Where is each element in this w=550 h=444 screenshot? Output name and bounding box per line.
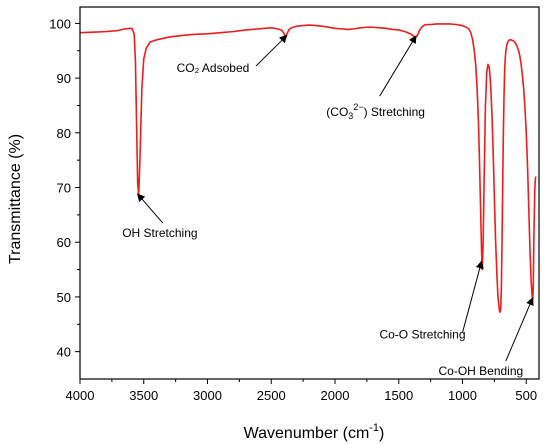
spectrum-line: [79, 23, 537, 314]
y-tick-label: 60: [57, 235, 71, 250]
annotation-label: CO₂ Adsobed: [177, 61, 250, 75]
plot-area: [79, 23, 537, 314]
annotation-label-part: (CO: [326, 105, 348, 119]
axes: 4000 3500 3000 2500 2000 1500 1000 500 40 50 60 70 8…: [49, 6, 540, 403]
x-tick-label: 3500: [129, 388, 158, 403]
annotation-label: Co-O Stretching: [379, 328, 465, 342]
y-axis-title: Transmittance (%): [7, 134, 24, 264]
annotations: OH Stretching CO₂ Adsobed Co-O Stretching C…: [122, 34, 534, 378]
annotation-label-carbonate: (CO32−) Stretching: [326, 102, 425, 121]
x-tick-label: 1500: [384, 388, 413, 403]
y-tick-label: 70: [57, 181, 71, 196]
x-tick-label: 500: [515, 388, 537, 403]
x-tick-label: 1000: [448, 388, 477, 403]
annotation-arrow: [255, 34, 288, 67]
x-axis-title-sup: -1: [369, 422, 379, 434]
y-tick-label: 40: [57, 345, 71, 360]
annotation-arrow: [462, 260, 484, 333]
annotation-arrow: [379, 35, 417, 97]
annotation-arrow: [136, 193, 164, 224]
y-tick-label: 80: [57, 126, 71, 141]
x-axis-title: Wavenumber (cm-1): [244, 422, 385, 442]
x-tick-label: 4000: [66, 388, 95, 403]
x-tick-label: 3000: [193, 388, 222, 403]
y-tick-label: 100: [49, 16, 71, 31]
y-tick-label: 90: [57, 71, 71, 86]
annotation-label-part: 2−: [353, 102, 363, 112]
annotation-label-part: ) Stretching: [364, 105, 425, 119]
plot-frame: [79, 6, 540, 380]
annotation-label: Co-OH Bending: [438, 364, 523, 378]
x-axis-title-tail: ): [379, 425, 384, 442]
x-axis-title-main: Wavenumber (cm: [244, 425, 370, 442]
annotation-label-part: 3: [348, 111, 353, 121]
x-tick-label: 2000: [321, 388, 350, 403]
y-tick-label: 50: [57, 290, 71, 305]
x-tick-label: 2500: [257, 388, 286, 403]
annotation-arrow: [505, 297, 534, 362]
annotation-label: OH Stretching: [122, 226, 197, 240]
